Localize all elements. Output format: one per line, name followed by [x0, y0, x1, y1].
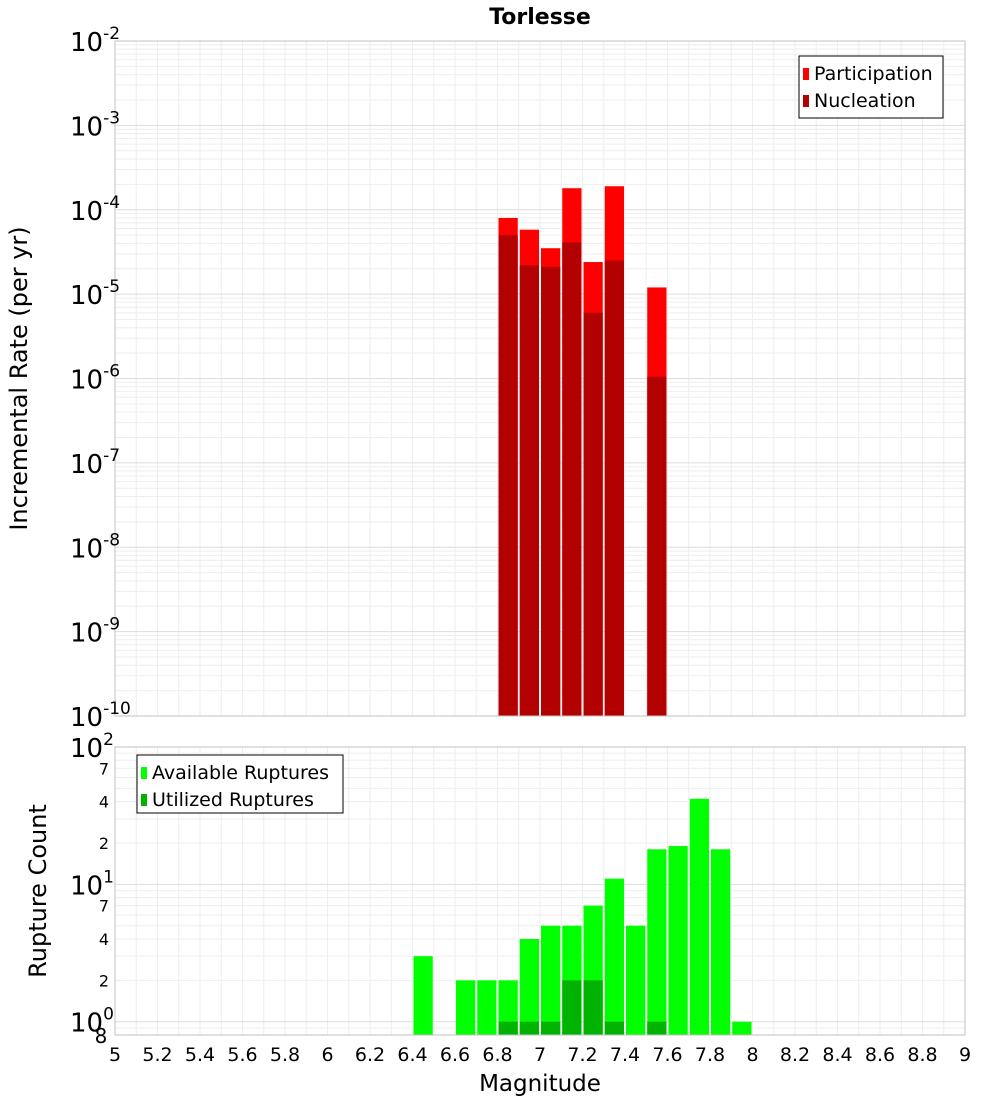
bottom-y-tick-label: 2 — [99, 971, 109, 990]
top-legend-box — [798, 55, 944, 119]
x-tick-label: 7.4 — [610, 1044, 640, 1066]
x-tick-label: 6.6 — [440, 1044, 470, 1066]
bottom-legend-box — [136, 754, 344, 814]
x-axis-label: Magnitude — [479, 1071, 601, 1097]
utilized-ruptures-bar — [498, 1021, 518, 1035]
available-ruptures-bar — [626, 925, 646, 1035]
top-y-tick-label: 10-3 — [70, 108, 120, 142]
bottom-y-tick-label: 7 — [99, 759, 109, 778]
utilized-ruptures-bar — [562, 980, 582, 1035]
available-ruptures-bar — [711, 849, 731, 1035]
top-y-tick-label: 10-5 — [70, 277, 120, 311]
top-y-tick-label: 10-2 — [70, 24, 120, 58]
available-ruptures-bar — [498, 980, 518, 1035]
x-tick-label: 5 — [109, 1044, 121, 1066]
nucleation-bar — [519, 265, 539, 716]
nucleation-bar — [541, 266, 561, 716]
bottom-legend-label: Utilized Ruptures — [152, 789, 314, 811]
bottom-y-tick-label: 8 — [95, 1024, 108, 1048]
available-ruptures-bar — [477, 980, 497, 1035]
x-tick-label: 9 — [959, 1044, 971, 1066]
utilized-ruptures-bar — [583, 980, 603, 1035]
top-y-axis-label: Incremental Rate (per yr) — [5, 226, 33, 530]
utilized-ruptures-bar — [647, 1021, 667, 1035]
x-tick-label: 8.2 — [780, 1044, 810, 1066]
top-legend-label: Participation — [814, 63, 933, 85]
x-tick-label: 6.4 — [397, 1044, 427, 1066]
bottom-y-tick-label: 102 — [70, 730, 114, 764]
bottom-y-tick-label: 2 — [99, 834, 109, 853]
bottom-plot-frame — [114, 746, 966, 1036]
top-y-tick-label: 10-7 — [70, 446, 120, 480]
x-tick-label: 5.4 — [185, 1044, 215, 1066]
top-legend-swatch — [803, 95, 809, 107]
utilized-ruptures-bar — [519, 1021, 539, 1035]
available-ruptures-bar — [541, 925, 561, 1035]
x-tick-label: 5.8 — [270, 1044, 300, 1066]
x-tick-label: 8.4 — [822, 1044, 852, 1066]
x-tick-label: 5.2 — [142, 1044, 172, 1066]
top-legend-swatch — [803, 68, 809, 80]
x-tick-label: 8.8 — [907, 1044, 937, 1066]
x-tick-label: 7.8 — [695, 1044, 725, 1066]
top-y-tick-label: 10-4 — [70, 193, 120, 227]
x-tick-label: 6.8 — [482, 1044, 512, 1066]
chart-title: Torlesse — [489, 5, 591, 30]
bottom-y-axis-label: Rupture Count — [24, 804, 52, 978]
x-tick-label: 8 — [746, 1044, 758, 1066]
top-legend-label: Nucleation — [814, 90, 916, 112]
available-ruptures-bar — [456, 980, 476, 1035]
available-ruptures-bar — [732, 1021, 752, 1035]
bottom-legend-label: Available Ruptures — [152, 762, 329, 784]
top-y-tick-label: 10-8 — [70, 530, 120, 564]
bottom-y-tick-label: 4 — [99, 793, 109, 812]
x-tick-label: 8.6 — [865, 1044, 895, 1066]
available-ruptures-bar — [413, 956, 433, 1035]
bottom-y-tick-label: 101 — [70, 867, 114, 901]
top-y-tick-label: 10-9 — [70, 615, 120, 649]
x-tick-label: 6.2 — [355, 1044, 385, 1066]
available-ruptures-bar — [689, 798, 709, 1035]
nucleation-bar — [604, 260, 624, 716]
nucleation-bar — [583, 312, 603, 716]
x-tick-label: 6 — [321, 1044, 333, 1066]
nucleation-bar — [647, 376, 667, 716]
top-y-tick-label: 10-10 — [70, 699, 131, 733]
utilized-ruptures-bar — [541, 1021, 561, 1035]
x-tick-label: 5.6 — [227, 1044, 257, 1066]
bottom-legend-swatch — [141, 767, 147, 779]
x-tick-label: 7.6 — [652, 1044, 682, 1066]
x-tick-label: 7 — [534, 1044, 546, 1066]
bottom-legend-swatch — [141, 794, 147, 806]
available-ruptures-bar — [647, 849, 667, 1035]
top-plot-frame — [114, 40, 966, 717]
available-ruptures-bar — [519, 939, 539, 1035]
utilized-ruptures-bar — [604, 1021, 624, 1035]
x-tick-label: 7.2 — [567, 1044, 597, 1066]
bottom-y-tick-label: 100 — [70, 1005, 114, 1039]
available-ruptures-bar — [668, 846, 688, 1035]
bottom-y-tick-label: 4 — [99, 930, 109, 949]
available-ruptures-bar — [604, 878, 624, 1035]
nucleation-bar — [498, 235, 518, 716]
top-y-tick-label: 10-6 — [70, 362, 120, 396]
nucleation-bar — [562, 242, 582, 716]
bottom-y-tick-label: 7 — [99, 897, 109, 916]
